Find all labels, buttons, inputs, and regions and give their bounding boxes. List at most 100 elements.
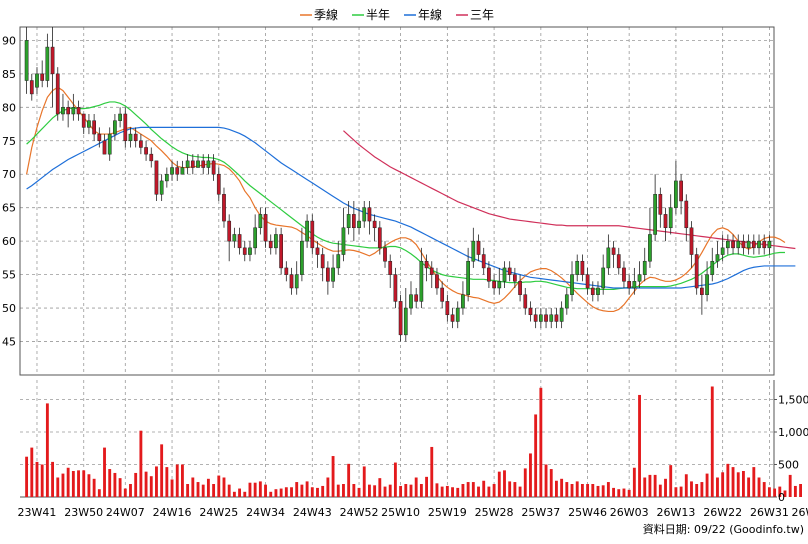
candle-body [102, 140, 107, 155]
candle-body [736, 240, 741, 249]
volume-bar [144, 471, 148, 497]
legend-label-年線: 年線 [418, 7, 442, 22]
volume-bar [253, 482, 257, 497]
candle-body [40, 73, 45, 81]
volume-bar [82, 470, 86, 497]
volume-bar [716, 477, 719, 497]
candle-body [71, 107, 76, 115]
volume-bar [310, 487, 314, 497]
volume-bar [61, 473, 65, 497]
volume-bar [206, 478, 210, 497]
candle-body [528, 307, 533, 316]
candle-body [648, 234, 652, 262]
volume-grid [20, 380, 774, 497]
volume-bar [586, 484, 590, 497]
candle-body [762, 240, 767, 249]
legend-label-半年: 半年 [366, 8, 390, 22]
volume-bar [565, 482, 569, 497]
price-tick-label: 65 [2, 202, 16, 215]
candle-body [715, 254, 720, 262]
x-tick-label: 26W13 [656, 506, 695, 519]
volume-bar [435, 483, 439, 497]
volume-bar [658, 484, 662, 497]
candle-body [196, 160, 200, 168]
volume-bar [357, 487, 361, 497]
candle-body [513, 274, 517, 282]
volume-bar [466, 482, 470, 497]
candle-body [268, 240, 273, 249]
volume-bar [175, 464, 179, 497]
candle-body [725, 240, 730, 249]
volume-tick-label: 0 [778, 491, 785, 504]
x-tick-label: 25W10 [381, 506, 420, 519]
volume-bar [523, 468, 527, 497]
candle-body [435, 274, 439, 289]
volume-bar [155, 466, 158, 497]
volume-bar [487, 486, 491, 497]
candle-body [554, 314, 559, 322]
price-tick-label: 85 [2, 68, 16, 81]
volume-bar [378, 478, 382, 497]
candle-body [398, 301, 403, 336]
candle-body [113, 120, 117, 135]
volume-bar [726, 463, 730, 497]
candle-body [253, 227, 258, 249]
legend: 季線 半年 年線 三年 [300, 7, 494, 22]
volume-bar [139, 430, 143, 497]
price-grid [20, 27, 774, 375]
volume-bar [767, 487, 771, 497]
volume-bar [77, 470, 80, 497]
volume-bar [300, 484, 304, 497]
volume-bar [352, 484, 356, 497]
volume-bar [264, 484, 267, 497]
candle-body [741, 240, 746, 249]
volume-bar [783, 490, 787, 497]
price-tick-label: 80 [2, 101, 16, 114]
volume-bar [632, 467, 636, 497]
volume-tick-label: 500 [778, 459, 799, 472]
x-tick-label: 24W16 [153, 506, 192, 519]
candle-body [570, 274, 574, 295]
volume-bar [736, 472, 740, 497]
candle-body [294, 274, 299, 289]
candle-body [66, 107, 71, 115]
candle-body [190, 160, 195, 168]
candle-body [170, 167, 174, 175]
volume-bar [752, 467, 756, 497]
volume-bar [134, 472, 138, 497]
volume-bar [336, 484, 340, 497]
candle-body [710, 260, 715, 275]
volume-bar [731, 467, 735, 497]
legend-label-三年: 三年 [470, 8, 494, 22]
candle-body [476, 240, 481, 255]
volume-bar [316, 487, 319, 497]
price-axis-ticks: 45 50 55 60 65 70 75 80 85 90 [2, 34, 16, 348]
volume-bar [419, 484, 423, 497]
candle-body [455, 307, 460, 322]
volume-bar [35, 461, 39, 497]
volume-bar [606, 482, 610, 497]
x-tick-label: 24W07 [106, 506, 145, 519]
volume-bar [425, 476, 428, 497]
volume-bar [305, 481, 309, 497]
volume-bar [497, 471, 501, 497]
candle-body [466, 260, 470, 295]
candle-body [450, 314, 455, 322]
volume-bar [347, 463, 351, 497]
price-plot-frame [19, 26, 775, 376]
candle-body [507, 267, 512, 275]
volume-bars [25, 386, 802, 497]
candle-body [35, 73, 39, 88]
x-tick-label: 26W39 [792, 506, 808, 519]
candle-body [658, 194, 663, 215]
candle-body [346, 214, 351, 229]
volume-tick-label: 1,000 [778, 426, 808, 439]
candle-body [471, 240, 476, 262]
candle-body [492, 281, 496, 289]
x-tick-label: 26W03 [610, 506, 649, 519]
volume-bar [612, 487, 615, 497]
volume-bar [440, 486, 444, 497]
candle-body [642, 260, 647, 275]
x-tick-label: 24W43 [293, 506, 332, 519]
candle-body [201, 160, 206, 168]
